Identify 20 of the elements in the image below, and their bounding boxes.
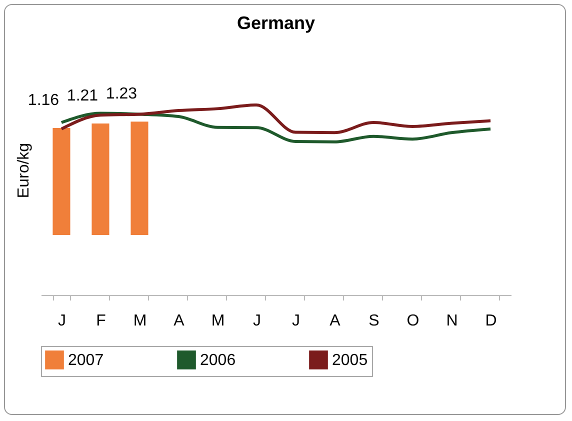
x-tick-label: A: [174, 312, 185, 330]
legend-label: 2007: [68, 352, 104, 369]
chart-title: Germany: [236, 13, 316, 33]
x-tick-label: J: [253, 312, 261, 330]
x-tick-label: M: [133, 312, 147, 330]
x-tick-label: S: [368, 312, 380, 330]
x-tick-label: N: [446, 312, 458, 330]
x-tick-label: D: [485, 312, 497, 330]
data-label: 1.21: [66, 87, 98, 104]
x-tick-label: F: [96, 312, 106, 330]
x-tick-label: J: [58, 312, 66, 330]
x-tick-label: J: [292, 312, 300, 330]
x-tick-label: O: [406, 312, 420, 330]
data-label: 1.16: [28, 92, 60, 110]
x-tick-label: A: [330, 312, 341, 330]
legend-label: 2005: [332, 352, 368, 369]
data-label: 1.23: [106, 86, 138, 103]
x-tick-label: M: [211, 312, 225, 330]
y-axis-title: Euro/kg: [16, 142, 32, 198]
legend-label: 2006: [200, 352, 236, 369]
